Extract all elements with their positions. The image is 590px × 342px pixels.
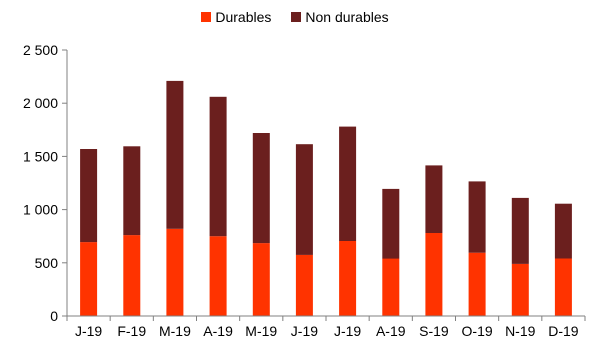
y-tick-label-4: 2 000 (23, 95, 58, 111)
legend: Durables Non durables (0, 9, 590, 25)
bar-non-durables-8 (425, 165, 443, 233)
bar-durables-8 (425, 233, 443, 316)
bar-durables-9 (468, 252, 486, 316)
bar-durables-11 (554, 258, 572, 316)
y-tick-label-1: 500 (35, 255, 59, 271)
legend-swatch-non-durables (291, 12, 302, 22)
x-tick-label-2: M-19 (159, 323, 191, 339)
bar-non-durables-0 (80, 149, 98, 243)
y-tick-label-2: 1 000 (23, 202, 58, 218)
bar-durables-10 (511, 263, 529, 316)
x-tick-label-10: N-19 (505, 323, 536, 339)
x-tick-label-0: J-19 (75, 323, 102, 339)
legend-item-non-durables: Non durables (291, 9, 389, 25)
x-tick-label-1: F-19 (117, 323, 146, 339)
bar-non-durables-7 (382, 188, 400, 259)
bar-durables-6 (339, 241, 357, 316)
bar-durables-7 (382, 258, 400, 316)
y-tick-label-3: 1 500 (23, 148, 58, 164)
bar-non-durables-4 (252, 133, 270, 244)
bar-non-durables-11 (554, 203, 572, 259)
bar-durables-3 (209, 236, 227, 316)
legend-swatch-durables (201, 12, 212, 22)
x-tick-label-8: S-19 (419, 323, 449, 339)
bar-non-durables-2 (166, 80, 184, 229)
bar-non-durables-10 (511, 197, 529, 264)
y-tick-label-5: 2 500 (23, 42, 58, 58)
x-tick-label-7: A-19 (376, 323, 406, 339)
x-tick-label-5: J-19 (291, 323, 318, 339)
bar-non-durables-6 (339, 126, 357, 241)
x-tick-label-9: O-19 (462, 323, 493, 339)
x-tick-label-4: M-19 (245, 323, 277, 339)
bar-non-durables-9 (468, 181, 486, 253)
y-tick-label-0: 0 (50, 308, 58, 324)
bar-durables-2 (166, 228, 184, 316)
legend-item-durables: Durables (201, 9, 271, 25)
bar-non-durables-3 (209, 96, 227, 237)
legend-label-non-durables: Non durables (305, 9, 389, 25)
bar-durables-4 (252, 243, 270, 316)
bar-durables-0 (80, 242, 98, 316)
x-tick-label-3: A-19 (203, 323, 233, 339)
bar-non-durables-5 (295, 144, 313, 255)
x-tick-label-6: J-19 (334, 323, 361, 339)
legend-label-durables: Durables (215, 9, 272, 25)
bar-durables-5 (295, 254, 313, 316)
x-tick-label-11: D-19 (548, 323, 579, 339)
bar-durables-1 (123, 235, 141, 316)
bar-non-durables-1 (123, 146, 141, 236)
